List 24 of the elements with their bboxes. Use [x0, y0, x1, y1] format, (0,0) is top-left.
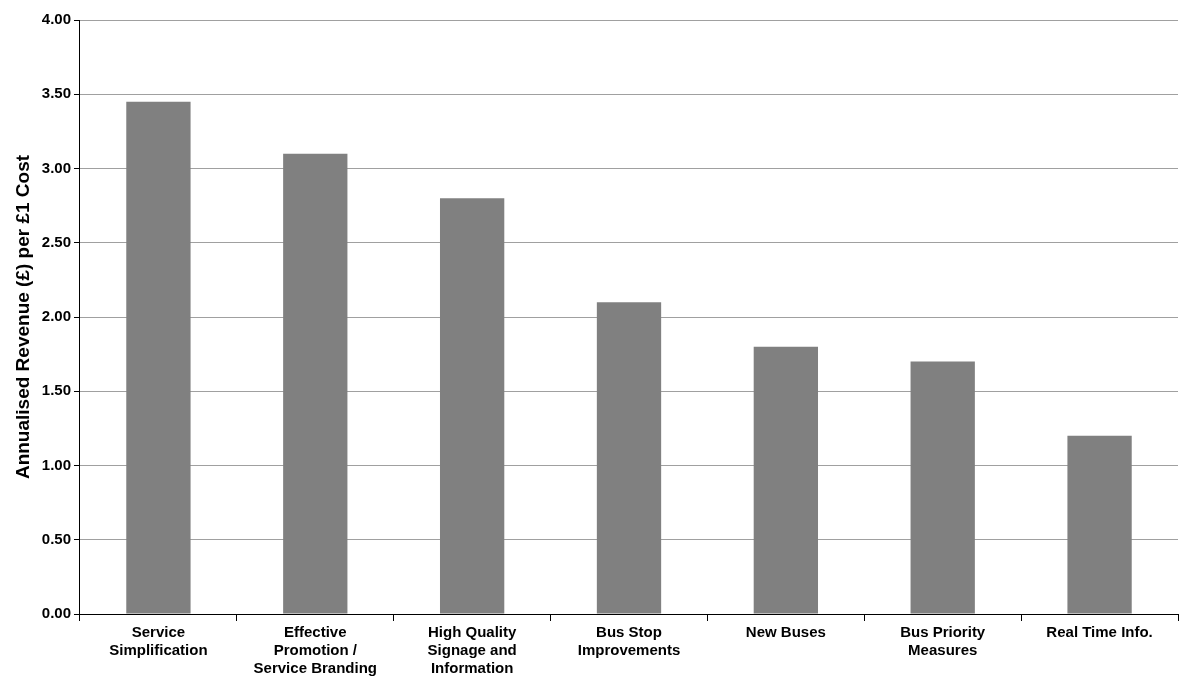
y-tick-label: 1.00 — [41, 455, 71, 473]
x-tick-label: Effective Promotion / Service Branding — [253, 623, 377, 677]
x-tick-label: Real Time Info. — [1046, 623, 1153, 641]
x-tick-label: High Quality Signage and Information — [427, 623, 517, 677]
y-axis-title: Annualised Revenue (£) per £1 Cost — [11, 154, 33, 480]
y-tick-label: 4.00 — [41, 10, 71, 28]
x-tick-label: Bus Priority Measures — [900, 623, 986, 659]
bar — [753, 346, 819, 614]
y-tick-label: 3.00 — [41, 158, 71, 176]
y-tick-label: 2.50 — [41, 232, 71, 250]
y-tick-label: 0.00 — [41, 604, 71, 622]
bar — [283, 153, 348, 614]
y-tick-label: 2.00 — [41, 307, 71, 325]
bar — [439, 198, 505, 614]
y-tick-label: 1.50 — [41, 381, 71, 399]
x-tick-label: Service Simplification — [109, 623, 208, 659]
y-tick-label: 3.50 — [41, 84, 71, 102]
bar — [1067, 435, 1132, 614]
bar — [910, 361, 975, 614]
y-tick-label: 0.50 — [41, 529, 71, 547]
x-tick-label: New Buses — [745, 623, 826, 641]
x-tick-label: Bus Stop Improvements — [577, 623, 681, 659]
bar — [596, 302, 662, 614]
bar — [126, 101, 191, 614]
